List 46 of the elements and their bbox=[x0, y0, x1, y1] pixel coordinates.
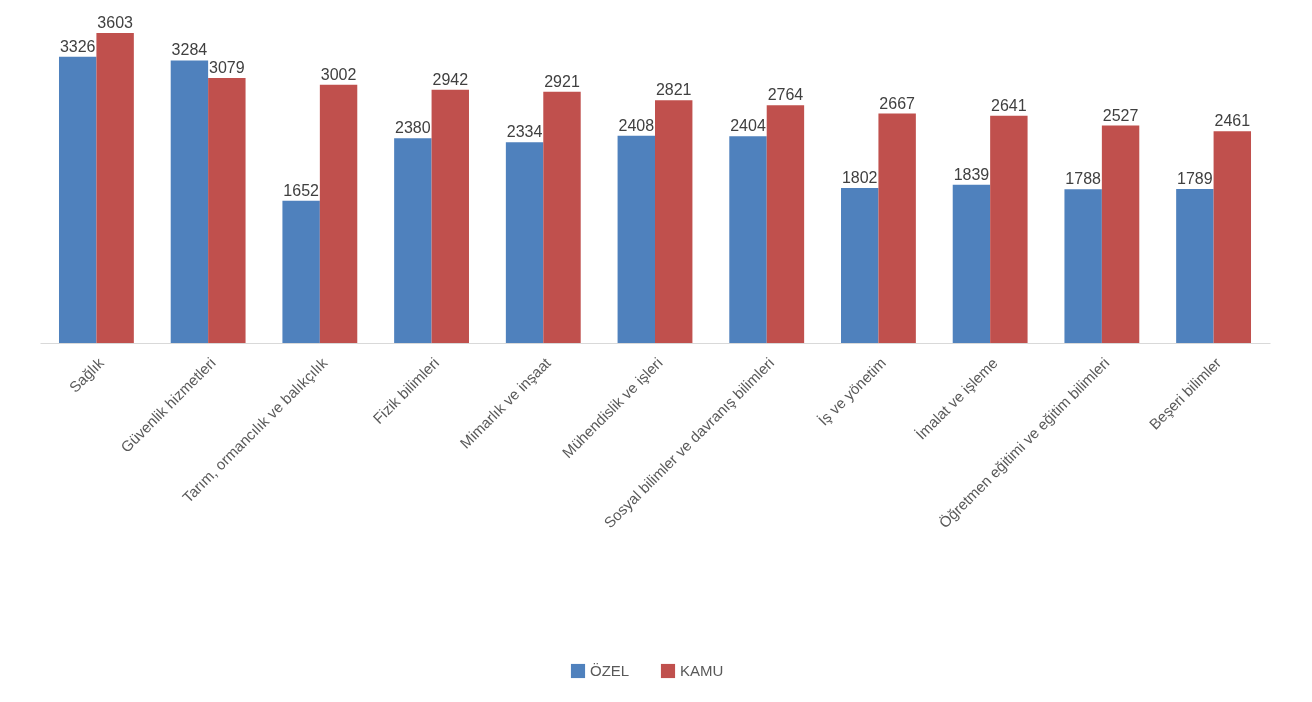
data-label: 2921 bbox=[544, 72, 580, 90]
data-label: 3079 bbox=[209, 59, 245, 77]
data-label: 1802 bbox=[841, 168, 878, 186]
bar bbox=[878, 113, 916, 343]
bar bbox=[729, 136, 767, 343]
bar bbox=[282, 200, 320, 343]
bar bbox=[952, 184, 991, 343]
bar bbox=[208, 78, 246, 343]
bar bbox=[543, 91, 581, 343]
bar bbox=[990, 115, 1028, 343]
bar bbox=[766, 105, 805, 343]
bar bbox=[394, 138, 432, 343]
bar bbox=[655, 100, 693, 343]
data-label: 3002 bbox=[320, 65, 357, 83]
data-label: 2667 bbox=[879, 94, 916, 112]
data-label: 2942 bbox=[432, 70, 469, 88]
data-label: 3603 bbox=[97, 14, 134, 31]
bar bbox=[1101, 125, 1140, 343]
data-label: 3284 bbox=[171, 41, 208, 59]
bar bbox=[431, 89, 469, 343]
data-label: 3326 bbox=[59, 37, 96, 55]
legend-label: ÖZEL bbox=[590, 662, 630, 679]
bar bbox=[1064, 189, 1102, 343]
data-label: 1652 bbox=[283, 181, 320, 199]
bar bbox=[58, 56, 97, 343]
data-label: 2821 bbox=[655, 81, 692, 99]
data-label: 2380 bbox=[395, 119, 431, 137]
bar bbox=[505, 142, 544, 343]
bar bbox=[1176, 189, 1214, 343]
data-label: 2764 bbox=[767, 86, 804, 104]
bar bbox=[841, 187, 879, 343]
legend-label: KAMU bbox=[680, 662, 724, 679]
data-label: 2334 bbox=[506, 123, 543, 141]
bar bbox=[319, 84, 358, 343]
bar bbox=[96, 33, 134, 343]
data-label: 1839 bbox=[953, 165, 990, 183]
data-label: 2461 bbox=[1214, 112, 1251, 130]
data-label: 2404 bbox=[730, 117, 766, 135]
data-label: 2408 bbox=[618, 116, 655, 134]
data-label: 1789 bbox=[1177, 170, 1213, 188]
data-label: 1788 bbox=[1065, 170, 1102, 188]
bar bbox=[1213, 131, 1252, 343]
data-label: 2641 bbox=[991, 96, 1027, 114]
bar bbox=[170, 60, 209, 343]
bar bbox=[617, 135, 655, 343]
data-label: 2527 bbox=[1102, 106, 1139, 124]
